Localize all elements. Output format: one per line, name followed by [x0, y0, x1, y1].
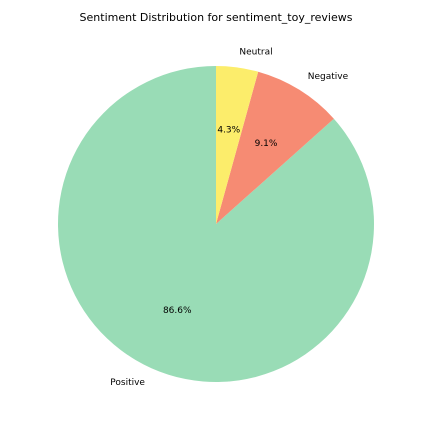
pct-label-positive: 86.6%	[163, 306, 192, 316]
pie-slice-neutral	[216, 66, 259, 224]
slice-label-neutral: Neutral	[239, 47, 272, 57]
pie-slices	[58, 66, 375, 383]
pie-slice-negative	[216, 71, 334, 224]
chart-title: Sentiment Distribution for sentiment_toy…	[80, 11, 353, 24]
pct-label-negative: 9.1%	[255, 139, 278, 149]
slice-label-negative: Negative	[308, 72, 349, 82]
pct-label-neutral: 4.3%	[217, 126, 240, 136]
slice-label-positive: Positive	[110, 378, 145, 388]
pie-labels: Positive 86.6% Negative 9.1% Neutral 4.3%	[110, 47, 348, 388]
pie-slice-positive	[58, 66, 375, 383]
